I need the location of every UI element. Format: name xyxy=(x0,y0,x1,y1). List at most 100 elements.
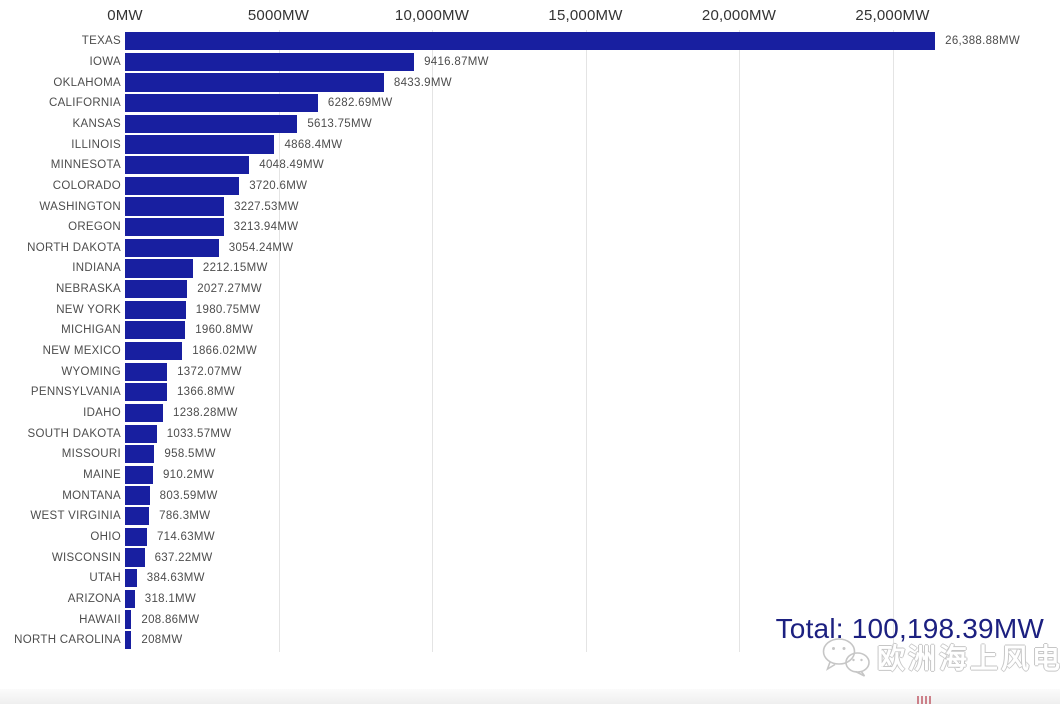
value-label: 803.59MW xyxy=(159,489,218,502)
state-label: NEW YORK xyxy=(56,303,121,316)
bar[interactable] xyxy=(125,341,183,361)
bar[interactable] xyxy=(125,300,186,319)
state-label: WYOMING xyxy=(61,365,121,378)
x-axis-tick: 0MW xyxy=(107,7,143,24)
state-label: NEW MEXICO xyxy=(42,345,121,358)
value-label: 384.63MW xyxy=(146,572,205,585)
bar[interactable] xyxy=(125,610,132,629)
state-label: WEST VIRGINIA xyxy=(30,510,121,523)
value-label: 1980.75MW xyxy=(195,303,261,316)
watermark: 欧洲海上风电 xyxy=(820,636,1060,678)
bar[interactable] xyxy=(125,279,188,299)
gridline xyxy=(892,30,894,652)
value-label: 637.22MW xyxy=(154,551,213,564)
state-label: MAINE xyxy=(83,468,121,481)
state-label: MONTANA xyxy=(62,489,121,502)
value-label: 26,388.88MW xyxy=(945,35,1021,48)
value-label: 5613.75MW xyxy=(307,117,373,130)
value-label: 1960.8MW xyxy=(195,324,254,337)
bar[interactable] xyxy=(125,73,384,92)
state-label: CALIFORNIA xyxy=(48,97,121,110)
bar[interactable] xyxy=(125,32,936,51)
bar[interactable] xyxy=(125,259,193,278)
bar[interactable] xyxy=(125,527,147,546)
bar[interactable] xyxy=(125,465,153,485)
red-mark xyxy=(917,696,933,704)
value-label: 1366.8MW xyxy=(176,386,235,399)
bar-row: CALIFORNIA 6282.69MW xyxy=(0,93,1060,114)
bar[interactable] xyxy=(125,548,145,567)
state-label: PENNSYLVANIA xyxy=(30,386,121,399)
bar-row: MAINE 910.2MW xyxy=(0,465,1060,486)
state-label: HAWAII xyxy=(79,613,121,626)
bar-row: OREGON 3213.94MW xyxy=(0,217,1060,238)
state-label: MISSOURI xyxy=(61,448,121,461)
value-label: 2027.27MW xyxy=(197,283,262,296)
value-label: 958.5MW xyxy=(164,448,216,461)
bar-row: NEW MEXICO 1866.02MW xyxy=(0,341,1060,362)
state-label: WISCONSIN xyxy=(51,551,121,564)
x-axis-tick: 20,000MW xyxy=(701,7,777,24)
bar-row: WISCONSIN 637.22MW xyxy=(0,547,1060,568)
state-label: IOWA xyxy=(89,55,121,68)
state-label: ARIZONA xyxy=(67,592,121,605)
value-label: 910.2MW xyxy=(162,468,215,481)
bar[interactable] xyxy=(125,135,275,154)
value-label: 208.86MW xyxy=(141,613,200,626)
bar-row: MONTANA 803.59MW xyxy=(0,485,1060,506)
total-label: Total: 100,198.39MW xyxy=(775,613,1044,644)
bar[interactable] xyxy=(125,486,150,505)
value-label: 8433.9MW xyxy=(393,76,452,89)
state-label: NORTH CAROLINA xyxy=(14,634,121,647)
bar-row: IOWA 9416.87MW xyxy=(0,52,1060,73)
bar[interactable] xyxy=(125,218,224,237)
bar[interactable] xyxy=(125,362,168,381)
state-label: ILLINOIS xyxy=(71,138,121,151)
state-label: UTAH xyxy=(89,572,121,585)
bar[interactable] xyxy=(125,238,219,257)
bar-row: INDIANA 2212.15MW xyxy=(0,258,1060,279)
x-axis-tick: 25,000MW xyxy=(855,7,930,24)
state-label: OREGON xyxy=(68,221,121,234)
gridline xyxy=(739,30,740,652)
bar[interactable] xyxy=(125,424,157,443)
bar[interactable] xyxy=(125,403,163,423)
state-label: SOUTH DAKOTA xyxy=(27,427,121,440)
value-label: 9416.87MW xyxy=(424,55,489,68)
bar-row: KANSAS 5613.75MW xyxy=(0,114,1060,135)
value-label: 318.1MW xyxy=(144,592,197,605)
bar[interactable] xyxy=(125,383,167,402)
state-label: MICHIGAN xyxy=(61,324,121,337)
bar-row: NORTH CAROLINA 208MW xyxy=(0,630,1060,651)
value-label: 1372.07MW xyxy=(177,365,242,378)
value-label: 3213.94MW xyxy=(233,221,299,234)
bar-row: HAWAII 208.86MW xyxy=(0,609,1060,630)
bar-row: PENNSYLVANIA 1366.8MW xyxy=(0,382,1060,403)
bar[interactable] xyxy=(125,176,240,195)
value-label: 4048.49MW xyxy=(259,159,324,172)
bar[interactable] xyxy=(125,94,318,113)
value-label: 786.3MW xyxy=(159,510,211,523)
bar[interactable] xyxy=(125,507,150,526)
bar[interactable] xyxy=(125,197,225,216)
bar[interactable] xyxy=(125,445,155,464)
bar-row: TEXAS 26,388.88MW xyxy=(0,31,1060,52)
value-label: 2212.15MW xyxy=(202,262,268,275)
bar-row: WYOMING 1372.07MW xyxy=(0,361,1060,382)
bar-row: WEST VIRGINIA 786.3MW xyxy=(0,506,1060,527)
bar-row: MICHIGAN 1960.8MW xyxy=(0,320,1060,341)
value-label: 4868.4MW xyxy=(284,138,343,151)
value-label: 3227.53MW xyxy=(234,200,299,213)
bar-row: WASHINGTON 3227.53MW xyxy=(0,196,1060,217)
bar[interactable] xyxy=(125,569,137,588)
bar[interactable] xyxy=(125,631,132,650)
bar[interactable] xyxy=(125,114,298,133)
bar[interactable] xyxy=(125,52,415,72)
bar[interactable] xyxy=(125,321,186,340)
x-axis-tick: 10,000MW xyxy=(394,7,470,24)
bar[interactable] xyxy=(125,589,135,608)
bar[interactable] xyxy=(125,156,250,175)
state-label: OKLAHOMA xyxy=(53,76,121,89)
value-label: 6282.69MW xyxy=(327,97,393,110)
bar-row: MISSOURI 958.5MW xyxy=(0,444,1060,465)
